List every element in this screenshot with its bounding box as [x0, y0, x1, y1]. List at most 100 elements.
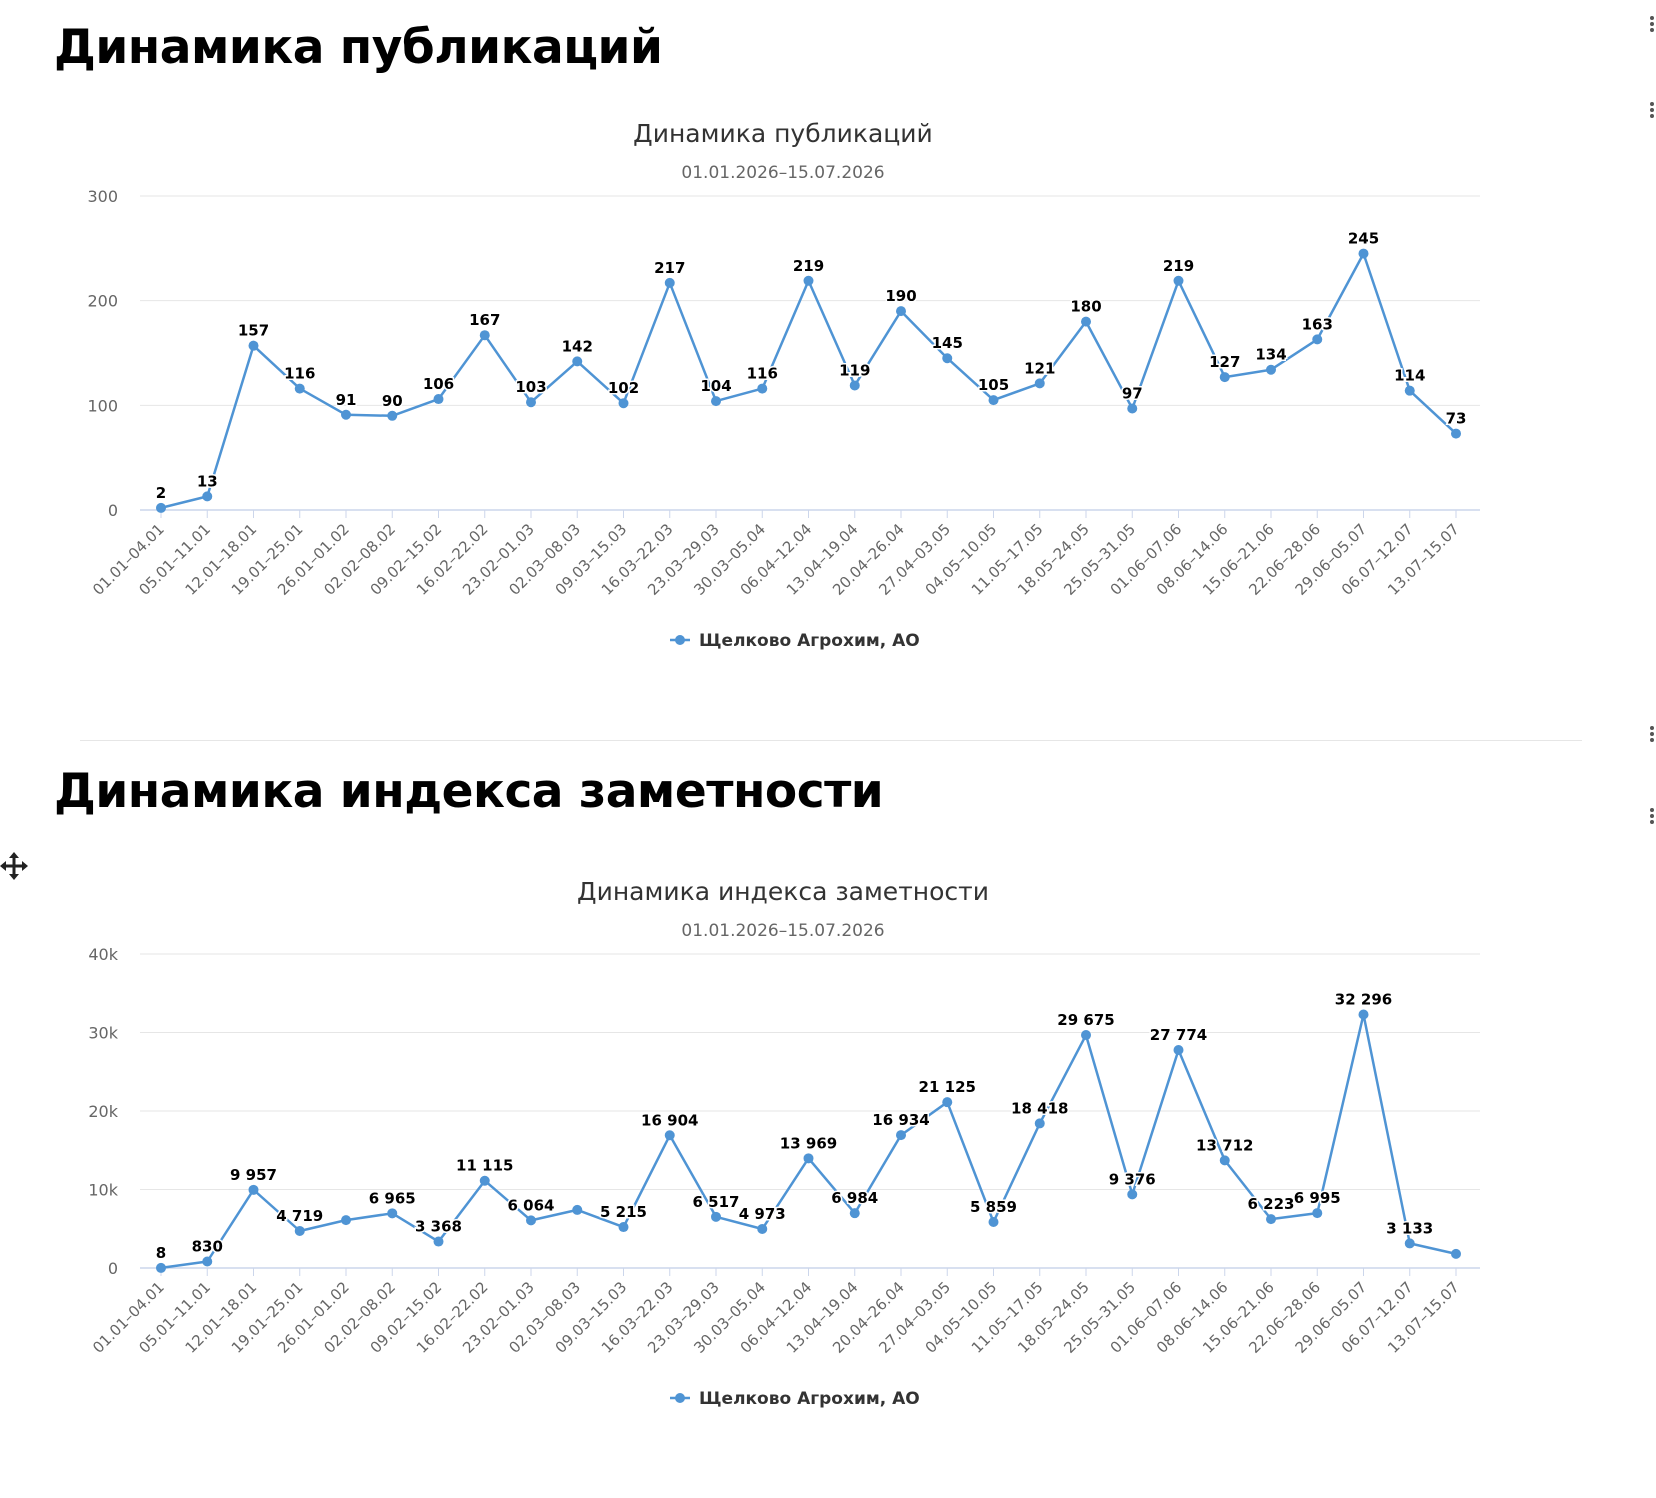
data-point [1127, 1189, 1138, 1200]
data-point [156, 1262, 166, 1273]
data-label: 157 [238, 322, 269, 340]
data-point [1358, 1009, 1369, 1020]
more-vertical-icon[interactable] [1648, 806, 1656, 826]
data-label: 4 719 [276, 1207, 323, 1225]
y-tick-label: 0 [108, 1259, 118, 1278]
data-point [1219, 372, 1230, 383]
data-point [248, 1184, 259, 1195]
data-point [1358, 248, 1369, 259]
chart-title: Динамика индекса заметности [577, 877, 989, 906]
data-point [202, 491, 213, 502]
data-point [803, 275, 814, 286]
data-label: 8 [156, 1244, 166, 1262]
data-point [341, 1215, 351, 1226]
data-label: 106 [423, 375, 454, 393]
move-arrows-icon[interactable] [0, 852, 28, 880]
data-label: 16 934 [872, 1111, 929, 1129]
data-point [479, 1175, 490, 1186]
data-point [479, 330, 490, 341]
data-label: 105 [978, 376, 1009, 394]
data-label: 16 904 [641, 1111, 698, 1129]
data-point [572, 356, 583, 367]
data-point [942, 1097, 953, 1108]
data-label: 142 [562, 337, 593, 355]
data-point [1451, 428, 1461, 439]
data-label: 245 [1348, 230, 1379, 248]
data-point [988, 1217, 999, 1228]
data-point [803, 1153, 814, 1164]
data-point [711, 1211, 721, 1222]
data-point [618, 1222, 629, 1233]
data-label: 6 984 [831, 1189, 878, 1207]
data-label: 219 [1163, 257, 1194, 275]
data-point [202, 1256, 213, 1267]
data-label: 11 115 [456, 1157, 513, 1175]
y-tick-label: 10k [88, 1181, 118, 1200]
data-point [294, 383, 305, 394]
data-label: 18 418 [1011, 1099, 1068, 1117]
data-label: 3 133 [1386, 1219, 1433, 1237]
data-label: 127 [1209, 353, 1240, 371]
data-point [433, 1236, 444, 1247]
data-label: 27 774 [1150, 1026, 1207, 1044]
data-label: 134 [1255, 346, 1286, 364]
data-label: 90 [382, 392, 403, 410]
data-point [757, 383, 768, 394]
data-point [1127, 403, 1138, 414]
data-point [711, 396, 721, 407]
data-point [1451, 1248, 1461, 1259]
data-point [1312, 334, 1323, 345]
data-label: 167 [469, 311, 500, 329]
data-point [849, 1208, 860, 1219]
data-label: 13 969 [780, 1134, 837, 1152]
data-point [387, 410, 398, 421]
more-vertical-icon[interactable] [1648, 724, 1656, 744]
data-label: 116 [747, 365, 778, 383]
data-point [433, 394, 444, 405]
data-point [572, 1204, 583, 1215]
data-label: 4 973 [739, 1205, 786, 1223]
data-label: 217 [654, 259, 685, 277]
data-point [1404, 385, 1415, 396]
data-label: 6 223 [1248, 1195, 1295, 1213]
data-label: 121 [1024, 359, 1055, 377]
more-vertical-icon[interactable] [1648, 14, 1656, 34]
data-point [1034, 378, 1045, 389]
data-label: 32 296 [1335, 990, 1392, 1008]
legend-label: Щелково Агрохим, АО [699, 631, 920, 651]
data-label: 116 [284, 365, 315, 383]
data-label: 97 [1122, 384, 1143, 402]
data-point [1173, 275, 1184, 286]
data-label: 5 215 [600, 1203, 647, 1221]
data-point [896, 306, 906, 317]
data-point [849, 380, 860, 391]
data-point [248, 340, 259, 351]
more-vertical-icon[interactable] [1648, 100, 1656, 120]
data-point [294, 1225, 305, 1236]
data-point [664, 277, 675, 288]
data-point [1266, 364, 1276, 375]
data-point [1266, 1214, 1276, 1225]
data-label: 3 368 [415, 1218, 462, 1236]
data-label: 180 [1070, 298, 1101, 316]
chart-subtitle: 01.01.2026–15.07.2026 [681, 163, 884, 183]
section-divider [80, 740, 1582, 741]
y-tick-label: 300 [87, 187, 118, 206]
data-point [664, 1130, 675, 1141]
section-visibility-index: Динамика индекса заметности Динамика инд… [0, 726, 1656, 1484]
data-label: 6 517 [693, 1193, 740, 1211]
data-point [1081, 1030, 1091, 1041]
chart-subtitle: 01.01.2026–15.07.2026 [681, 921, 884, 941]
chart-publications: Динамика публикаций 01.01.2026–15.07.2026… [87, 119, 1480, 651]
chart-title: Динамика публикаций [633, 119, 933, 148]
y-tick-label: 30k [88, 1024, 118, 1043]
data-point [618, 398, 629, 409]
y-tick-label: 100 [87, 396, 118, 415]
data-label: 163 [1302, 315, 1333, 333]
data-point [1081, 316, 1091, 327]
data-label: 6 965 [369, 1189, 416, 1207]
data-label: 119 [839, 361, 870, 379]
data-point [988, 395, 999, 406]
y-tick-label: 0 [108, 501, 118, 520]
data-point [341, 409, 351, 420]
